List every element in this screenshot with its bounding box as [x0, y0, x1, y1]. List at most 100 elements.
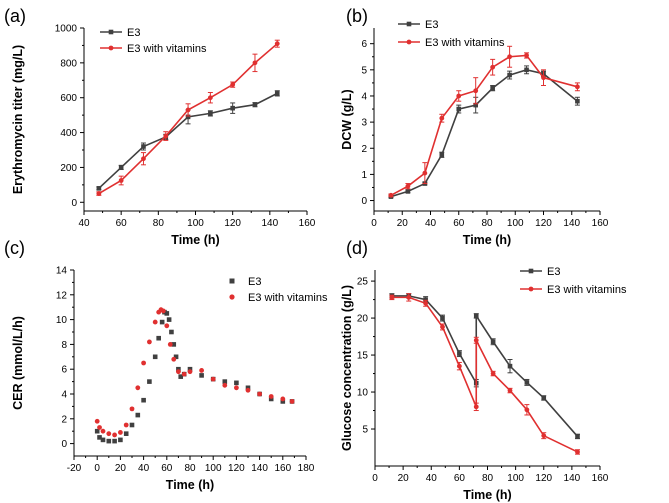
data-point — [167, 342, 173, 347]
x-tick-label: 120 — [224, 218, 241, 229]
y-tick-label: 4 — [61, 390, 67, 401]
y-tick-label: 4 — [361, 91, 367, 102]
data-point — [490, 85, 495, 91]
legend-item: E3 — [398, 19, 438, 31]
series-e3-with-vitamins — [96, 39, 280, 196]
y-tick-label: 0 — [71, 198, 77, 209]
data-point — [575, 449, 580, 455]
data-point — [147, 379, 152, 384]
x-tick-label: 140 — [251, 463, 268, 474]
x-tick-label: 60 — [161, 463, 173, 474]
x-tick-label: -20 — [67, 463, 82, 474]
panel-c: (c) -20 0 20 40 60 80 100 120 140 160 180 0 2 4 6 8 10 12 1… — [4, 238, 328, 492]
data-point — [245, 385, 251, 391]
data-point — [280, 399, 286, 404]
data-point — [118, 437, 123, 443]
data-point — [199, 373, 204, 378]
x-tick-label: 140 — [564, 473, 581, 484]
data-point — [129, 422, 135, 428]
data-point — [524, 67, 529, 73]
data-point — [234, 385, 239, 391]
y-axis-title: Erythromycin titer (mg/L) — [11, 45, 25, 194]
data-point — [169, 329, 174, 335]
x-tick-label: 0 — [94, 463, 100, 474]
data-point — [147, 339, 152, 345]
data-point — [422, 170, 428, 176]
data-point — [490, 371, 496, 376]
y-tick-label: 1 — [361, 170, 367, 181]
legend-item: E3 with vitamins — [100, 43, 207, 55]
data-point — [439, 152, 445, 158]
data-point — [507, 72, 512, 78]
data-point — [440, 324, 445, 330]
data-point — [507, 388, 513, 393]
panel-label: (a) — [4, 6, 26, 26]
series-e3-with-vitamins — [388, 45, 580, 198]
data-point — [207, 95, 213, 101]
x-tick-label: 20 — [397, 218, 409, 229]
data-point — [389, 294, 395, 300]
y-tick-label: 12 — [56, 290, 68, 301]
legend-label: E3 — [127, 27, 140, 39]
data-point — [440, 315, 445, 321]
y-tick-label: 25 — [357, 277, 369, 288]
legend-swatch-marker — [108, 29, 114, 35]
legend-swatch-marker — [108, 45, 114, 51]
data-point — [141, 144, 146, 149]
data-point — [106, 438, 112, 444]
legend-label: E3 — [248, 276, 261, 288]
series-e3 — [389, 293, 580, 440]
data-point — [94, 418, 100, 424]
data-point — [456, 363, 462, 369]
data-point — [575, 98, 580, 104]
data-point — [245, 387, 251, 393]
x-tick-label: 100 — [507, 218, 524, 229]
data-point — [97, 425, 102, 430]
data-point — [135, 385, 141, 391]
data-point — [96, 186, 102, 191]
x-tick-label: 160 — [592, 218, 609, 229]
data-point — [135, 412, 141, 418]
panel-a: (a) 40 60 80 100 120 140 160 0 200 400 600 800 1000 Ti… — [4, 6, 316, 247]
x-tick-label: 0 — [371, 218, 377, 229]
x-tick-label: 140 — [261, 218, 278, 229]
data-point — [123, 431, 129, 436]
data-point — [100, 428, 106, 434]
x-tick-label: 60 — [453, 218, 465, 229]
data-point — [222, 379, 228, 384]
data-point — [159, 319, 165, 325]
data-point — [163, 133, 169, 139]
panel-label: (b) — [346, 6, 368, 26]
y-tick-label: 8 — [61, 340, 67, 351]
data-point — [185, 107, 191, 113]
data-point — [274, 91, 280, 96]
x-tick-label: 120 — [535, 218, 552, 229]
data-point — [456, 106, 462, 112]
data-point — [160, 308, 166, 314]
data-point — [252, 102, 258, 107]
data-point — [507, 54, 512, 60]
legend-swatch-marker — [406, 39, 412, 45]
y-tick-label: 5 — [361, 65, 367, 76]
data-point — [210, 376, 216, 382]
y-tick-label: 0 — [61, 439, 67, 450]
data-point — [473, 337, 479, 343]
data-point — [171, 342, 177, 347]
data-point — [457, 351, 462, 356]
data-point — [152, 354, 158, 360]
series-line — [391, 296, 578, 453]
data-point — [112, 438, 117, 444]
data-point — [524, 380, 530, 385]
data-point — [490, 339, 496, 345]
y-tick-label: 20 — [357, 314, 369, 325]
data-point — [524, 407, 530, 413]
data-point — [141, 397, 146, 403]
y-tick-label: 400 — [60, 128, 77, 139]
data-point — [141, 360, 147, 366]
legend-label: E3 with vitamins — [425, 37, 505, 49]
data-point — [118, 165, 124, 170]
series-e3-with-vitamins — [94, 307, 295, 438]
data-point — [123, 422, 129, 428]
data-point — [96, 191, 102, 196]
data-point — [257, 391, 262, 397]
